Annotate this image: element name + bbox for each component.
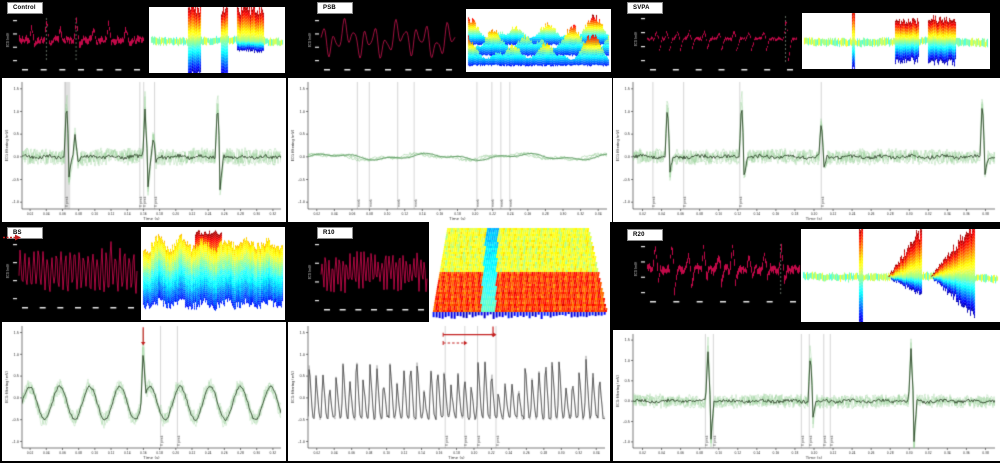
- spectrogram-3d-control: [149, 7, 285, 73]
- group-label-r10: R10: [317, 227, 353, 239]
- group-label-svpa: SVPA: [627, 2, 663, 14]
- group-label-r20: R20: [627, 229, 663, 241]
- filtered-ecg-plot-control: [2, 78, 286, 222]
- raw-ecg-plot-r10: [308, 238, 430, 314]
- raw-ecg-plot-psb: [308, 14, 458, 74]
- spectrogram-3d-svpa: [802, 13, 990, 69]
- filtered-ecg-plot-bs: [2, 322, 286, 461]
- raw-ecg-plot-control: [6, 14, 146, 74]
- group-label-psb: PSB: [317, 2, 353, 14]
- spectrogram-3d-r20: [801, 229, 1000, 322]
- filtered-ecg-plot-svpa: [613, 78, 1000, 222]
- filtered-ecg-plot-r20: [613, 330, 1000, 461]
- spectrogram-3d-bs: [141, 227, 285, 320]
- red-arrow-annotation-bs: [3, 234, 21, 241]
- spectrogram-3d-r10: [429, 222, 610, 322]
- raw-ecg-plot-bs: [6, 238, 140, 312]
- raw-ecg-plot-svpa: [634, 12, 799, 74]
- group-label-control: Control: [7, 2, 43, 14]
- spectrogram-3d-psb: [466, 9, 611, 72]
- filtered-ecg-plot-r10: [288, 322, 610, 461]
- filtered-ecg-plot-psb: [288, 78, 612, 222]
- raw-ecg-plot-r20: [634, 240, 802, 306]
